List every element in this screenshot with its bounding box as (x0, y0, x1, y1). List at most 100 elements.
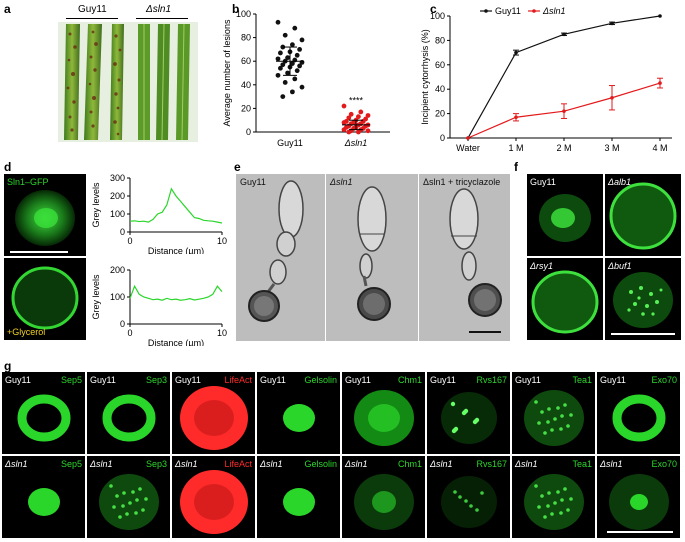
g-cell-image (612, 394, 666, 442)
g-marker-label: Chm1 (397, 375, 422, 385)
g-cell-image (354, 474, 414, 530)
c-data-point (562, 109, 566, 113)
b-data-point (282, 32, 288, 38)
g-cell-image (102, 394, 156, 442)
c-y-tick-label: 60 (435, 60, 445, 70)
tricyclazole-label: Δsln1 + tricyclazole (423, 177, 501, 187)
b-data-point (297, 47, 302, 52)
b-data-point (356, 129, 361, 135)
g-micrograph-lifeact-guy11: Guy11 LifeAct (172, 372, 255, 454)
g-cell-image (283, 488, 315, 516)
c-data-point (514, 50, 518, 55)
b-data-point (297, 63, 302, 69)
d-bottom-x-tick-label: 10 (217, 328, 227, 338)
g-micrograph-tea1-guy11: Guy11 Tea1 (512, 372, 595, 454)
c-x-tick-label: Water (456, 143, 480, 153)
b-data-point (341, 127, 347, 133)
g-marker-label: Sep5 (60, 459, 82, 469)
guy11-label: Guy11 (240, 177, 266, 187)
b-data-point (294, 52, 300, 58)
c-legend-label: Δsln1 (542, 6, 566, 16)
leaf-blades-image (64, 23, 190, 141)
c-y-tick-label: 80 (435, 35, 445, 45)
g-micrograph-sep3-guy11: Guy11 Sep3 (87, 372, 170, 454)
c-legend-marker (532, 9, 536, 13)
b-data-point (299, 84, 305, 90)
b-y-tick-label: 40 (241, 80, 251, 90)
g-cell-image (17, 394, 71, 442)
panel-g-grid: Guy11 Sep5 Δsln1 Sep5 Guy11 Sep3 Δsln1 Sep3 Guy1… (0, 372, 685, 540)
g-strain-label: Guy11 (175, 375, 201, 385)
panel-a-mut-label: Δsln1 (146, 4, 172, 15)
c-x-tick-label: 2 M (556, 143, 571, 153)
f-alb1-label: Δalb1 (608, 177, 632, 187)
b-y-tick-label: 60 (241, 56, 251, 66)
g-marker-label: LifeAct (224, 375, 252, 385)
b-data-point (278, 50, 283, 56)
d-top-x-axis-label: Distance (µm) (148, 246, 204, 254)
c-data-point (562, 32, 566, 37)
b-data-point (299, 37, 305, 43)
d-top-y-tick-label: 100 (110, 209, 125, 219)
g-strain-label: Δsln1 (175, 459, 198, 469)
g-micrograph-exo70-guy11: Guy11 Exo70 (597, 372, 680, 454)
f-buf1-label: Δbuf1 (608, 261, 632, 271)
b-data-point (358, 109, 364, 115)
g-cell-image (524, 390, 584, 446)
c-x-tick-label: 1 M (508, 143, 523, 153)
d-bottom-y-tick-label: 0 (120, 319, 125, 329)
b-data-point (290, 61, 295, 66)
b-data-point (346, 129, 352, 135)
g-micrograph-chm1-guy11: Guy11 Chm1 (342, 372, 425, 454)
g-micrograph-gelsolin-guy11: Guy11 Gelsolin (257, 372, 340, 454)
d-bottom-y-axis-label: Grey levels (91, 274, 101, 320)
b-y-tick-label: 20 (241, 103, 251, 113)
c-y-tick-label: 40 (435, 84, 445, 94)
g-marker-label: LifeAct (224, 459, 252, 469)
b-data-point (275, 72, 281, 78)
g-micrograph-sep5-sln1: Δsln1 Sep5 (2, 456, 85, 538)
guy11-appressorium-image (248, 180, 304, 322)
b-category-label: Δsln1 (344, 138, 368, 148)
f-guy11-cell-image (539, 194, 591, 242)
g-strain-label: Guy11 (515, 375, 541, 385)
g-strain-label: Guy11 (345, 375, 371, 385)
d-bottom-y-tick-label: 100 (110, 292, 125, 302)
sln1-gfp-label: Sln1–GFP (7, 177, 49, 187)
d-top-x-tick-label: 10 (217, 236, 227, 246)
c-data-point (466, 136, 470, 140)
panel-f-letter: f (514, 160, 518, 174)
panel-a-wt-bar (66, 18, 118, 19)
g-micrograph-rvs167-guy11: Guy11 Rvs167 (427, 372, 510, 454)
g-micrograph-sep3-sln1: Δsln1 Sep3 (87, 456, 170, 538)
b-data-point (292, 76, 298, 82)
panel-c-letter: c (430, 2, 437, 16)
g-micrograph-exo70-sln1: Δsln1 Exo70 (597, 456, 680, 538)
g-strain-label: Δsln1 (600, 459, 623, 469)
sln1-label: Δsln1 (330, 177, 353, 187)
d-top-x-tick-label: 0 (127, 236, 132, 246)
g-cell-image (441, 476, 497, 528)
d-top-profile-line (129, 187, 223, 224)
panel-d-letter: d (4, 160, 12, 174)
b-data-point (282, 80, 288, 85)
g-strain-label: Guy11 (90, 375, 116, 385)
g-micrograph-gelsolin-sln1: Δsln1 Gelsolin (257, 456, 340, 538)
g-cell-image (524, 474, 584, 530)
b-data-point (292, 25, 298, 31)
b-data-point (348, 111, 354, 117)
gfp-cell-image (10, 190, 75, 253)
c-legend-marker (484, 9, 488, 13)
g-strain-label: Δsln1 (260, 459, 283, 469)
panel-b-letter: b (232, 2, 240, 16)
b-data-point (356, 114, 361, 120)
g-cell-image (607, 474, 673, 533)
g-marker-label: Gelsolin (304, 459, 337, 469)
tricyclazole-brightfield: Δsln1 + tricyclazole (419, 174, 510, 341)
g-marker-label: Tea1 (572, 375, 592, 385)
g-cell-image (354, 390, 414, 446)
g-cell-image (283, 404, 315, 432)
g-marker-label: Exo70 (651, 459, 677, 469)
b-data-point (341, 120, 347, 125)
c-data-point (514, 115, 518, 120)
